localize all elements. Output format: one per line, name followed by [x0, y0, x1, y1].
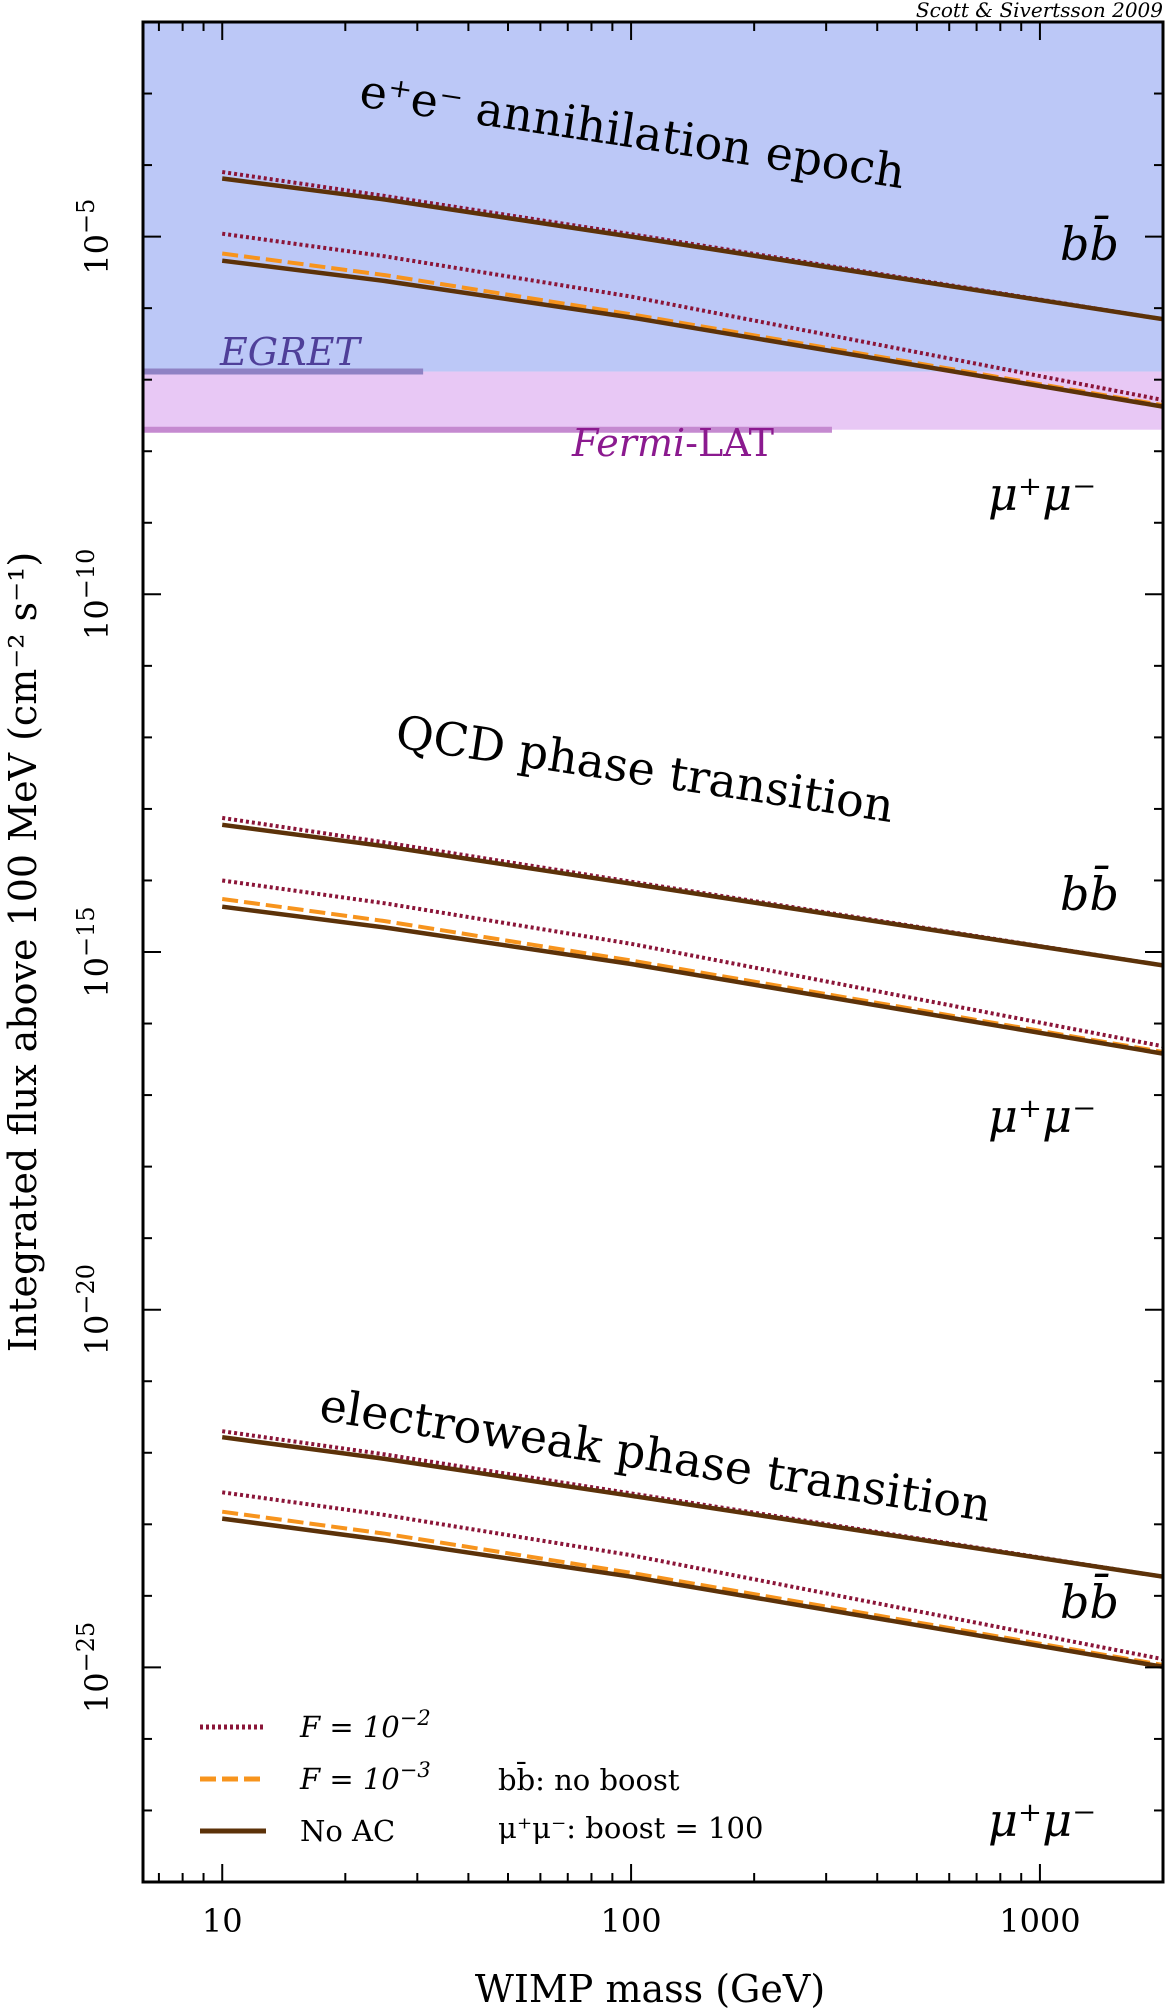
series-line-ew-bb-no-ac — [221, 1434, 1163, 1579]
x-tick-label: 1000 — [999, 1902, 1080, 1940]
x-tick-label: 100 — [601, 1902, 662, 1940]
channel-label-mumu-ee: μ⁺μ⁻ — [988, 467, 1096, 521]
legend-note-mumu: μ⁺μ⁻: boost = 100 — [498, 1811, 763, 1845]
y-tick-label: 10−10 — [72, 549, 116, 640]
series-line-qcd-mumu-f-1e-2 — [221, 878, 1163, 1049]
legend-note-bb: bb̄: no boost — [498, 1761, 680, 1797]
series-line-ew-mumu-f-1e-3 — [221, 1509, 1163, 1667]
series-layer — [221, 170, 1163, 1670]
series-line-qcd-mumu-f-1e-3 — [221, 897, 1163, 1054]
fermi-label-italic: Fermi — [571, 421, 685, 465]
series-line-ee-mumu-f-1e-2 — [221, 231, 1163, 402]
series-line-ee-bb-f-1e-2 — [221, 170, 1163, 322]
plot-background-layer — [143, 22, 1163, 433]
x-tick-label: 10 — [202, 1902, 243, 1940]
channel-label-mumu-ew: μ⁺μ⁻ — [988, 1793, 1096, 1847]
credit-text: Scott & Sivertsson 2009 — [916, 0, 1163, 22]
series-line-ee-mumu-no-ac — [221, 258, 1163, 409]
y-tick-label: 10−15 — [72, 906, 116, 997]
y-tick-label: 10−25 — [72, 1622, 116, 1713]
series-line-ee-mumu-f-1e-3 — [221, 251, 1163, 408]
fermi-lat-label: Fermi-LAT — [571, 421, 774, 465]
fermi-lat-band — [143, 371, 1163, 430]
channel-label-bb-ew: bb̄ — [1060, 1572, 1119, 1629]
channel-label-bb-ee: bb̄ — [1060, 214, 1119, 271]
series-line-ew-mumu-no-ac — [221, 1516, 1163, 1670]
x-axis-title: WIMP mass (GeV) — [475, 1967, 825, 2011]
y-axis-title: Integrated flux above 100 MeV (cm⁻² s⁻¹) — [1, 552, 45, 1352]
channel-label-bb-qcd: bb̄ — [1060, 864, 1119, 921]
fermi-label-suffix: -LAT — [685, 421, 774, 465]
series-line-ew-mumu-f-1e-2 — [221, 1490, 1163, 1662]
legend-label-f1e-2: F = 10−2 — [299, 1706, 431, 1744]
y-tick-label: 10−20 — [72, 1264, 116, 1355]
epoch-label-ew: electroweak phase transition — [316, 1377, 994, 1532]
egret-label: EGRET — [219, 330, 362, 374]
epoch-label-qcd: QCD phase transition — [392, 704, 897, 833]
y-tick-label: 10−5 — [72, 199, 116, 275]
legend: F = 10−2 F = 10−3 No AC bb̄: no boost μ⁺… — [200, 1706, 763, 1848]
series-line-qcd-bb-f-1e-2 — [221, 815, 1163, 968]
series-line-qcd-mumu-no-ac — [221, 904, 1163, 1056]
series-line-ew-bb-f-1e-2 — [221, 1429, 1163, 1579]
legend-label-f1e-3: F = 10−3 — [299, 1758, 431, 1796]
legend-label-no-ac: No AC — [300, 1814, 395, 1848]
channel-label-mumu-qcd: μ⁺μ⁻ — [988, 1089, 1096, 1143]
series-line-qcd-bb-no-ac — [221, 822, 1163, 968]
series-line-ee-bb-no-ac — [221, 176, 1163, 322]
tick-layer: 10−5 10−10 10−15 10−20 10−25 10 100 1000 — [72, 21, 1164, 1940]
epoch-band — [143, 22, 1163, 372]
